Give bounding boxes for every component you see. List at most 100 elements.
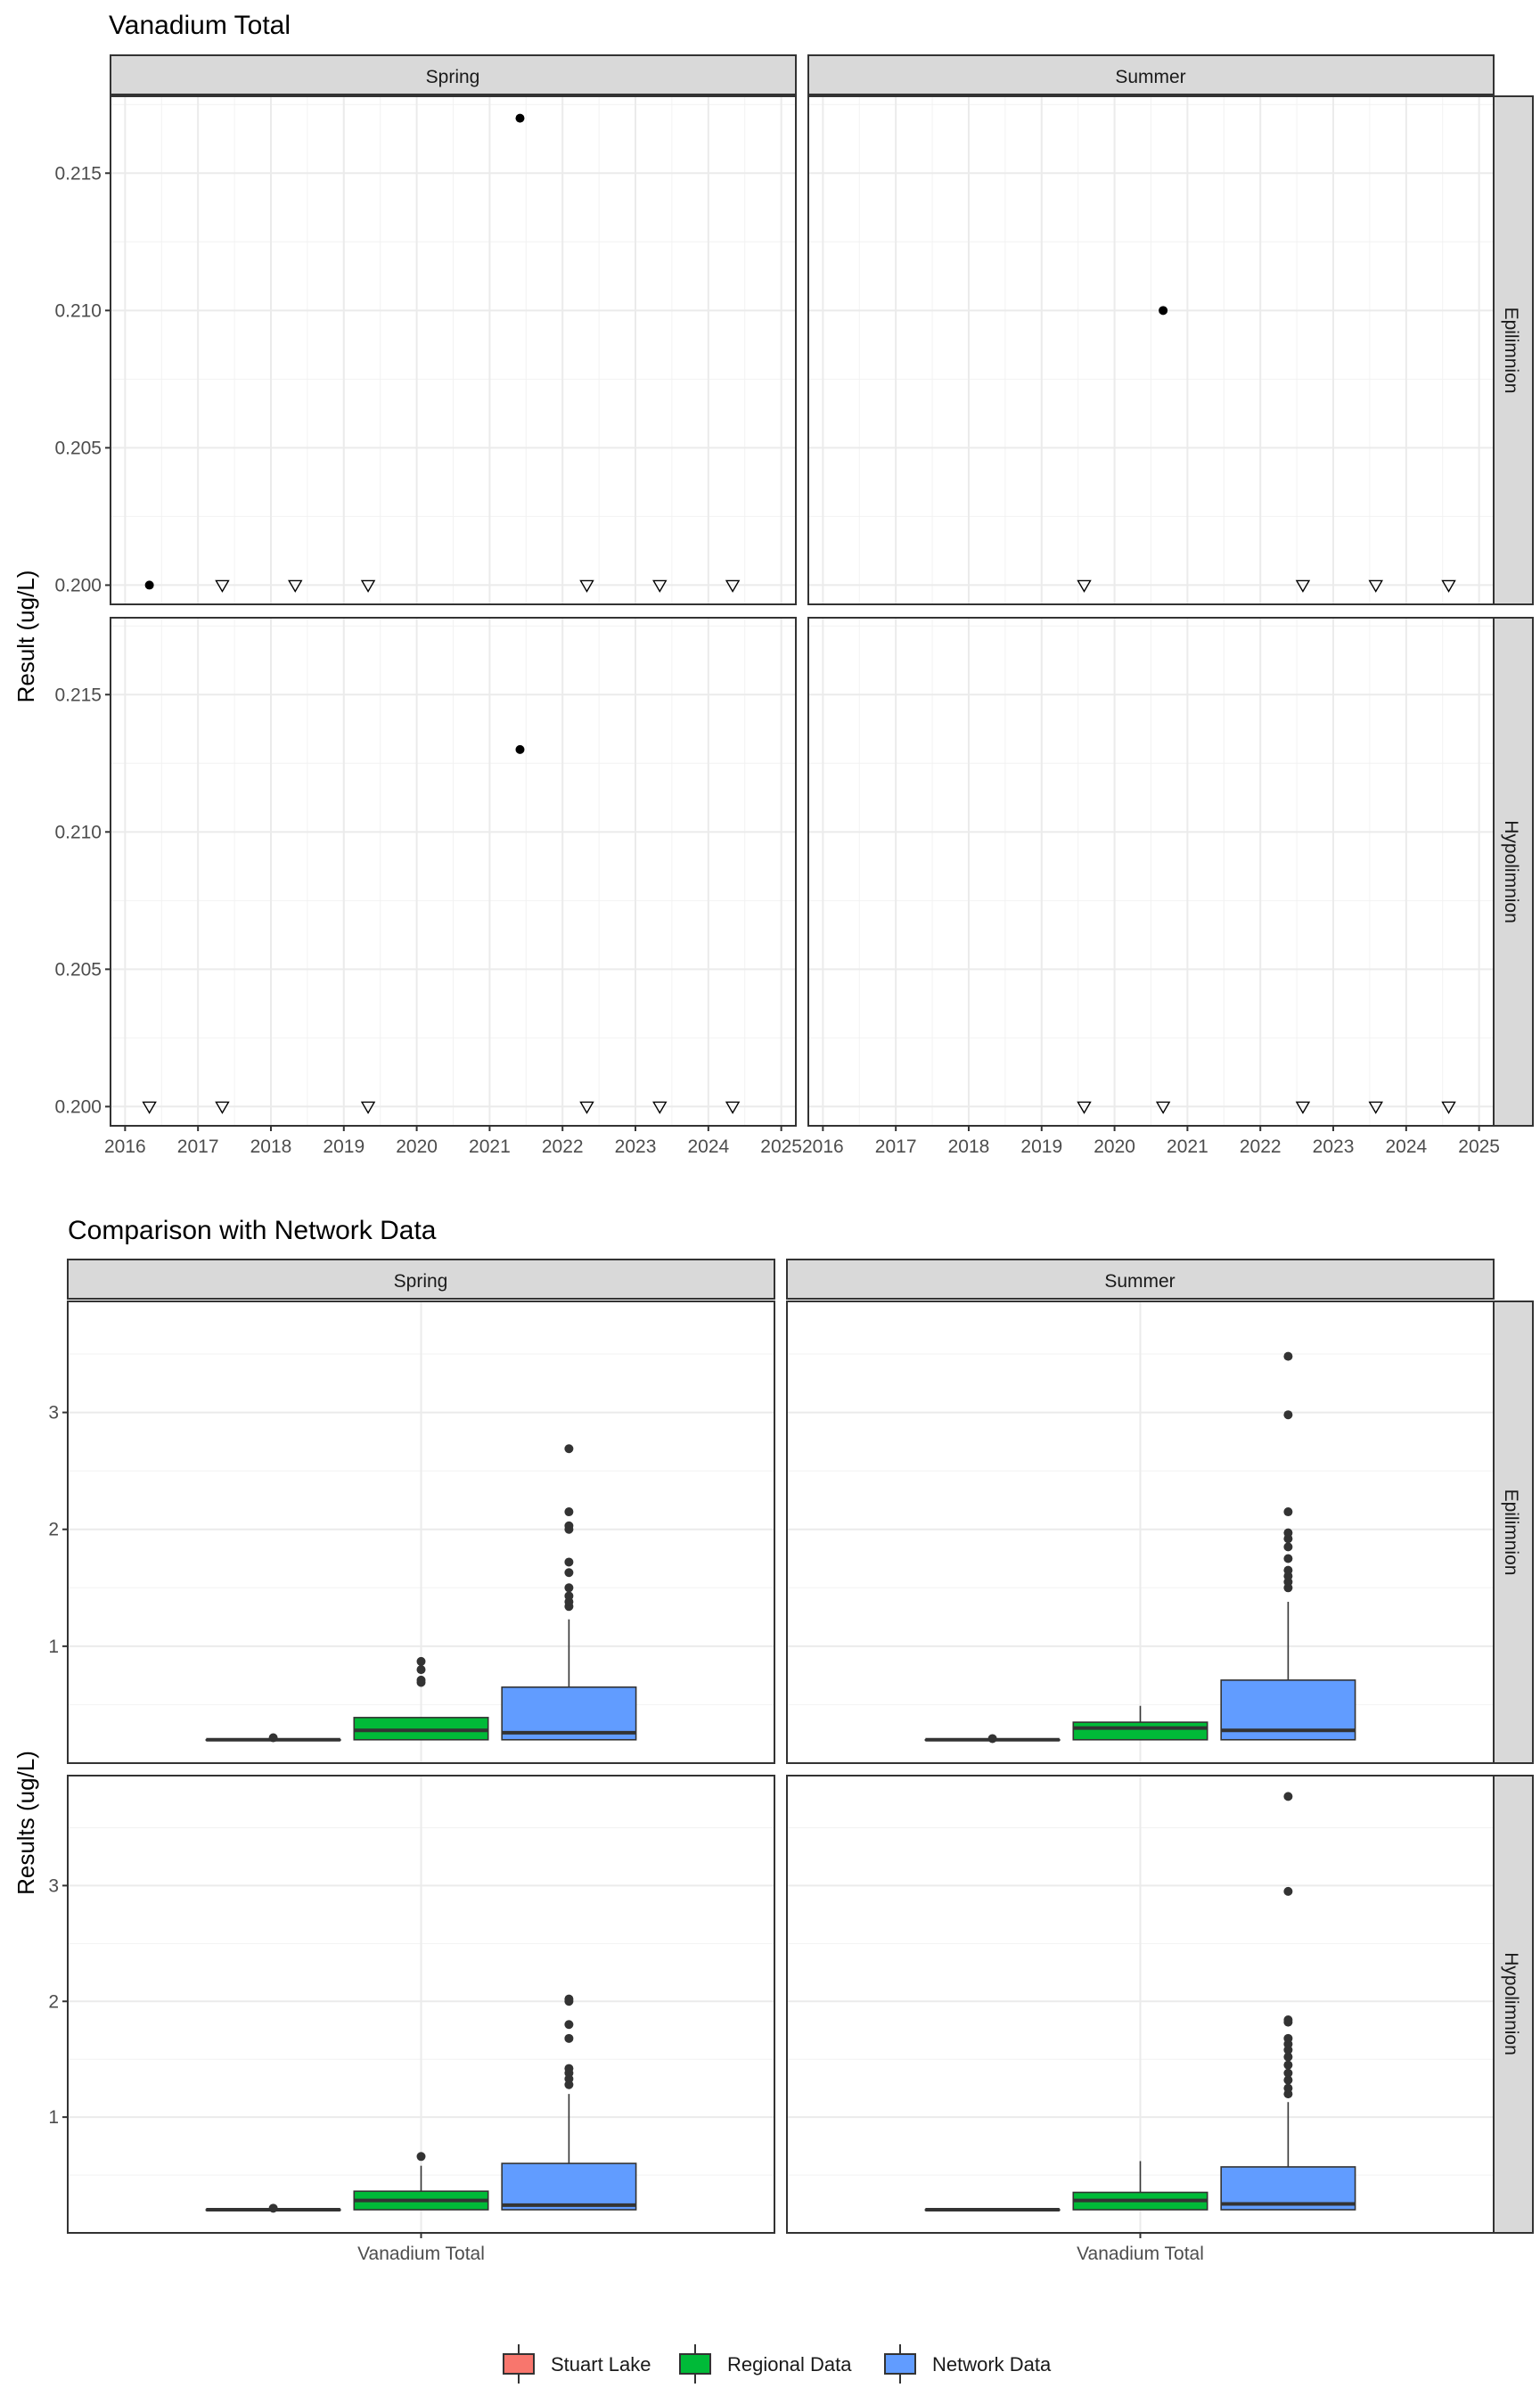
outlier-point [1283, 1351, 1293, 1361]
x-tick-label: 2018 [250, 1136, 292, 1157]
strip-spring-bottom [67, 1259, 775, 1300]
panel-summer-epilimnion [786, 1301, 1495, 1764]
box-stuart-lake [924, 1734, 1061, 1744]
legend-key-stuart-lake [503, 2353, 535, 2375]
box-network-data [1220, 1792, 1356, 2211]
box-network-data [1220, 1351, 1356, 1741]
y-tick-label: 1 [48, 1637, 59, 1657]
x-tick-label: 2019 [1020, 1136, 1062, 1157]
x-tick-label: 2022 [1240, 1136, 1282, 1157]
strip-spring-top [110, 54, 797, 95]
y-tick-label: 1 [48, 2107, 59, 2128]
outlier-point [1283, 1554, 1293, 1563]
below-detection-point [579, 1101, 594, 1114]
x-tick-label: 2020 [1094, 1136, 1135, 1157]
outlier-point [416, 1656, 426, 1666]
strip-epilimnion-right-2 [1493, 1301, 1534, 1764]
outlier-point [564, 2020, 574, 2030]
strip-label-epilimnion: Epilimnion [1501, 308, 1521, 394]
chart2-title: Comparison with Network Data [68, 1216, 437, 1245]
y-tick-label: 0.215 [54, 685, 102, 705]
below-detection-point [652, 1101, 668, 1114]
data-point [515, 744, 525, 754]
y-tick-label: 2 [48, 1520, 59, 1540]
panel-border [807, 95, 1495, 605]
legend-item-network-data: Network Data [884, 2344, 1052, 2384]
box-stuart-lake [205, 2203, 341, 2213]
box-regional-data [1072, 2161, 1208, 2211]
below-detection-point [1155, 1101, 1171, 1114]
box-stuart-lake [924, 2208, 1061, 2212]
outlier-point [1283, 1410, 1293, 1420]
strip-epilimnion-right [1493, 95, 1534, 605]
x-tick-label: 2021 [469, 1136, 511, 1157]
panel-border [110, 617, 797, 1127]
below-detection-point [725, 579, 741, 593]
outlier-point [564, 2033, 574, 2043]
outlier-point [416, 2152, 426, 2162]
below-detection-point [360, 1101, 376, 1114]
data-point [515, 113, 525, 123]
panel-summer-epilimnion [807, 95, 1495, 605]
chart1-panels: 0.200 0.205 0.210 0.215 0.200 0.205 0.210 0.215… [54, 95, 1500, 1157]
outlier-point [564, 1583, 574, 1593]
outlier-point [1283, 1507, 1293, 1517]
below-detection-point [360, 579, 376, 593]
outlier-point [564, 2064, 574, 2073]
below-detection-point [652, 579, 668, 593]
panel-border [786, 1301, 1495, 1764]
x-tick-label: 2023 [615, 1136, 657, 1157]
below-detection-point [142, 1101, 157, 1114]
outlier-point [416, 1675, 426, 1685]
below-detection-point [215, 1101, 230, 1114]
strip-label-summer: Summer [1115, 67, 1185, 87]
outlier-point [564, 1568, 574, 1578]
strip-label-hypolimnion: Hypolimnion [1501, 820, 1521, 923]
legend-key-regional-data [679, 2353, 711, 2375]
strip-summer-top [807, 54, 1495, 95]
y-tick-label: 3 [48, 1403, 59, 1424]
x-tick-label: 2018 [948, 1136, 990, 1157]
below-detection-point [1295, 579, 1311, 593]
box-network-data [501, 1444, 637, 1741]
data-point [1159, 306, 1168, 316]
y-tick-label: 2 [48, 1991, 59, 2012]
legend: Stuart Lake Regional Data Network Data [503, 2344, 1052, 2384]
x-tick-label: 2025 [1458, 1136, 1500, 1157]
outlier-point [564, 1521, 574, 1530]
below-detection-point [1295, 1101, 1311, 1114]
x-tick-label: 2017 [177, 1136, 219, 1157]
outlier-point [564, 1591, 574, 1601]
box-body [501, 2162, 637, 2211]
y-tick-label: 0.210 [54, 300, 102, 321]
outlier-point [1283, 1542, 1293, 1552]
box-regional-data [353, 1656, 489, 1741]
strip-summer-bottom [786, 1259, 1495, 1300]
strip-hypolimnion-right [1493, 617, 1534, 1127]
below-detection-point [579, 579, 594, 593]
outlier-point [1283, 1792, 1293, 1801]
strip-hypolimnion-right-2 [1493, 1775, 1534, 2234]
x-tick-label: 2024 [1385, 1136, 1427, 1157]
below-detection-point [1441, 579, 1456, 593]
outlier-point [416, 1665, 426, 1675]
panel-summer-hypolimnion: Vanadium Total [786, 1775, 1495, 2264]
x-tick-label: 2017 [875, 1136, 917, 1157]
x-tick-label: 2019 [323, 1136, 365, 1157]
outlier-point [1283, 1886, 1293, 1896]
chart1-y-axis-title: Result (ug/L) [12, 570, 39, 703]
chart2-panels: 1 2 3 1 2 3 Vanadium Total Vanadium Total [48, 1301, 1495, 2264]
outlier-point [564, 1557, 574, 1567]
box-regional-data [1072, 1705, 1208, 1741]
x-tick-label: Vanadium Total [357, 2244, 485, 2264]
legend-item-regional-data: Regional Data [679, 2344, 852, 2384]
legend-label-stuart-lake: Stuart Lake [551, 2353, 651, 2375]
outlier-point [1283, 2075, 1293, 2085]
below-detection-point [1441, 1101, 1456, 1114]
x-tick-label: Vanadium Total [1077, 2244, 1204, 2264]
outlier-point [268, 2203, 278, 2213]
x-tick-label: 2016 [104, 1136, 146, 1157]
outlier-point [1283, 2060, 1293, 2070]
box-regional-data [353, 2152, 489, 2211]
panel-spring-epilimnion: 1 2 3 [48, 1301, 775, 1764]
